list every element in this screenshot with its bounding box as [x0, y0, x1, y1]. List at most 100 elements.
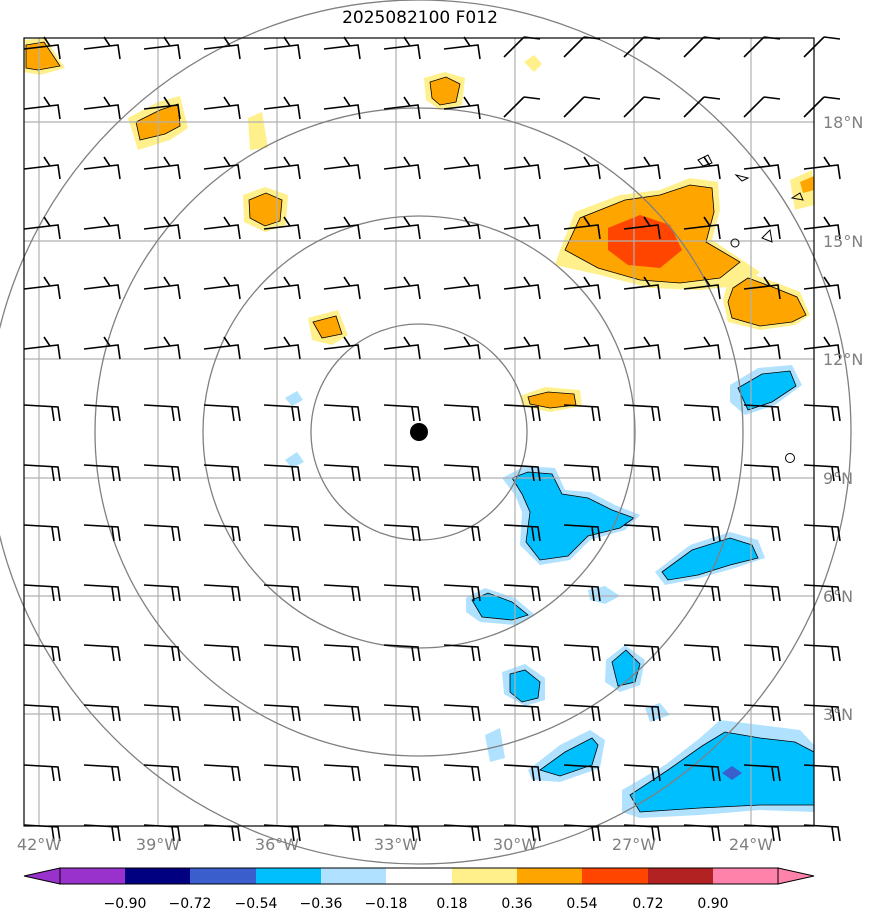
- map-frame: [23, 37, 815, 827]
- wind-barb: [443, 156, 481, 180]
- lat-tick-label: 15°N: [823, 232, 863, 251]
- colorbar-label: −0.18: [365, 896, 408, 912]
- wind-barb: [443, 404, 481, 422]
- wind-barb: [83, 824, 121, 842]
- wind-barb: [23, 584, 61, 602]
- wind-barb: [683, 404, 721, 422]
- wind-barb: [683, 824, 721, 842]
- wind-barb: [203, 276, 241, 300]
- wind-barb: [83, 464, 121, 482]
- wind-barb: [623, 644, 661, 662]
- wind-barb: [203, 644, 241, 662]
- wind-barb: [443, 824, 481, 842]
- wind-barb: [563, 644, 601, 662]
- wind-barb: [503, 336, 541, 360]
- lat-tick-label: 18°N: [823, 113, 863, 132]
- wind-barb: [683, 36, 721, 58]
- wind-barb: [623, 276, 661, 300]
- wind-barb: [803, 36, 841, 58]
- colorbar-bin: [713, 868, 778, 884]
- wind-barb: [83, 336, 121, 360]
- wind-barb: [143, 464, 181, 482]
- wind-barb: [383, 96, 421, 120]
- wind-barb: [263, 276, 301, 300]
- wind-barb: [143, 404, 181, 422]
- lon-tick-label: 24°W: [729, 835, 773, 854]
- wind-barb: [203, 584, 241, 602]
- colorbar-bin: [386, 868, 452, 884]
- wind-barb: [623, 216, 661, 240]
- wind-barb: [83, 764, 121, 782]
- wind-barb: [383, 276, 421, 300]
- wind-barb: [563, 336, 601, 360]
- wind-barb: [23, 704, 61, 722]
- wind-barb: [23, 404, 61, 422]
- wind-barb: [623, 336, 661, 360]
- wind-barb: [203, 404, 241, 422]
- wind-barb: [623, 464, 661, 482]
- colorbar-label: 0.72: [632, 896, 663, 912]
- wind-barb: [263, 524, 301, 542]
- wind-barb: [443, 276, 481, 300]
- wind-barb: [323, 824, 361, 842]
- wind-barb: [803, 336, 841, 360]
- wind-barb: [83, 216, 121, 240]
- wind-barb: [443, 584, 481, 602]
- wind-barb: [443, 336, 481, 360]
- wind-barb: [563, 704, 601, 722]
- wind-barb: [443, 464, 481, 482]
- wind-barb: [263, 96, 301, 120]
- wind-barb: [743, 404, 781, 422]
- colorbar-bin: [582, 868, 648, 884]
- wind-barb: [323, 216, 361, 240]
- wind-barb: [623, 96, 661, 118]
- colorbar-bin: [321, 868, 386, 884]
- lat-tick-label: 6°N: [823, 587, 853, 606]
- colorbar-label: −0.90: [104, 896, 147, 912]
- wind-barb: [23, 644, 61, 662]
- wind-barb: [203, 524, 241, 542]
- wind-barb: [623, 156, 661, 180]
- wind-barb: [263, 216, 301, 240]
- wind-barb: [443, 524, 481, 542]
- wind-barb: [143, 704, 181, 722]
- colorbar-extend-high: [777, 867, 815, 885]
- lon-tick-label: 30°W: [493, 835, 537, 854]
- wind-barb: [743, 644, 781, 662]
- wind-barb: [683, 336, 721, 360]
- wind-barb: [263, 36, 301, 60]
- wind-barb: [263, 584, 301, 602]
- wind-barb: [683, 584, 721, 602]
- wind-barb: [563, 156, 601, 180]
- wind-barb: [83, 36, 121, 60]
- wind-barb: [323, 764, 361, 782]
- wind-barb: [803, 464, 841, 482]
- wind-barb: [683, 524, 721, 542]
- wind-barb: [683, 276, 721, 300]
- wind-barb: [83, 524, 121, 542]
- contour-ring: [697, 154, 713, 167]
- wind-barb: [143, 644, 181, 662]
- wind-barb: [563, 404, 601, 422]
- wind-barb: [143, 584, 181, 602]
- lat-tick-label: 9°N: [823, 469, 853, 488]
- colorbar-bin: [190, 868, 256, 884]
- map-title: 2025082100 F012: [342, 8, 498, 28]
- wind-barb: [323, 464, 361, 482]
- wind-barb-layer: [23, 36, 841, 842]
- wind-barb: [383, 36, 421, 60]
- wind-barb: [383, 524, 421, 542]
- wind-barb: [83, 276, 121, 300]
- wind-barb: [23, 216, 61, 240]
- wind-barb: [263, 764, 301, 782]
- wind-barb: [743, 464, 781, 482]
- wind-barb: [503, 156, 541, 180]
- wind-barb: [323, 336, 361, 360]
- colorbar-label: 0.54: [566, 896, 597, 912]
- storm-center-dot: [410, 423, 428, 441]
- wind-barb: [503, 584, 541, 602]
- wind-barb: [383, 216, 421, 240]
- wind-barb: [743, 336, 781, 360]
- wind-barb: [683, 764, 721, 782]
- wind-barb: [263, 336, 301, 360]
